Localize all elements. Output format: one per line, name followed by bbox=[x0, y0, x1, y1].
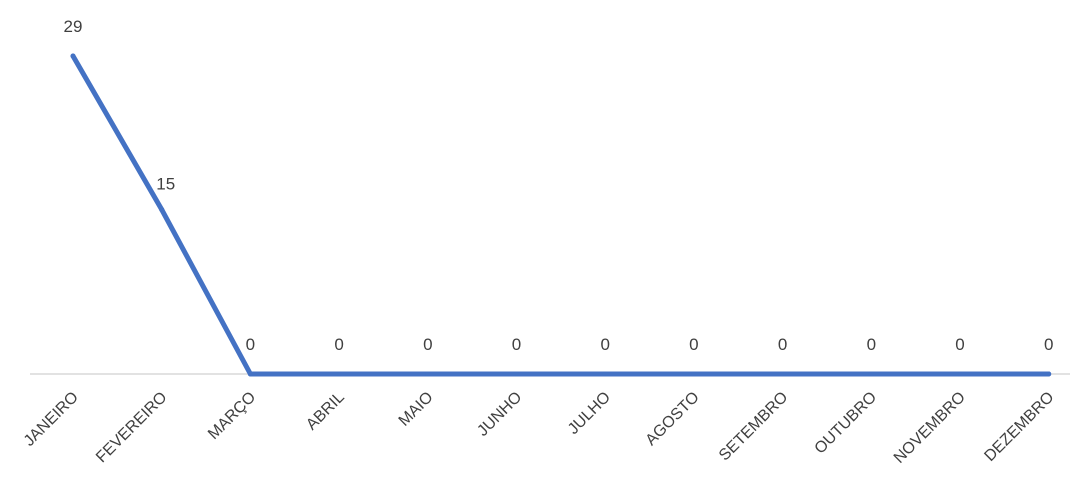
data-label: 0 bbox=[778, 335, 787, 354]
x-tick-label: MARÇO bbox=[205, 389, 259, 443]
data-label: 15 bbox=[156, 175, 175, 194]
data-point bbox=[691, 371, 697, 377]
x-tick-label: OUTUBRO bbox=[812, 389, 881, 458]
data-label: 0 bbox=[1044, 335, 1053, 354]
data-label: 0 bbox=[334, 335, 343, 354]
x-tick-label: AGOSTO bbox=[643, 389, 703, 449]
data-point bbox=[1046, 371, 1052, 377]
series-line-segment bbox=[159, 207, 253, 377]
x-tick-label: MAIO bbox=[396, 389, 437, 430]
data-label-layer: 29 15 0 0 0 0 0 0 0 0 0 0 bbox=[64, 17, 1054, 354]
x-tick-label: SETEMBRO bbox=[716, 389, 792, 465]
x-tick-label-layer: JANEIRO FEVEREIRO MARÇO ABRIL MAIO JUNHO JULHO… bbox=[21, 389, 1058, 467]
data-point bbox=[425, 371, 431, 377]
x-tick-label: DEZEMBRO bbox=[981, 389, 1057, 465]
data-label: 0 bbox=[600, 335, 609, 354]
x-tick-label: FEVEREIRO bbox=[93, 389, 170, 466]
x-tick-label: JULHO bbox=[565, 389, 614, 438]
x-tick-label: JUNHO bbox=[474, 389, 525, 440]
x-tick-label: JANEIRO bbox=[21, 389, 82, 450]
data-point bbox=[602, 371, 608, 377]
data-point bbox=[868, 371, 874, 377]
series-layer bbox=[70, 53, 1052, 377]
x-tick-label: NOVEMBRO bbox=[891, 389, 969, 467]
data-label: 0 bbox=[423, 335, 432, 354]
data-point bbox=[780, 371, 786, 377]
data-label: 0 bbox=[955, 335, 964, 354]
data-point bbox=[70, 53, 76, 59]
data-point bbox=[336, 371, 342, 377]
series-line-segment bbox=[70, 53, 165, 213]
data-point bbox=[957, 371, 963, 377]
data-point bbox=[514, 371, 519, 377]
data-label: 0 bbox=[512, 335, 521, 354]
data-label: 0 bbox=[867, 335, 876, 354]
data-point bbox=[247, 371, 253, 377]
data-label: 29 bbox=[64, 17, 83, 36]
data-point bbox=[159, 207, 165, 213]
x-tick-label: ABRIL bbox=[303, 389, 348, 434]
data-label: 0 bbox=[689, 335, 698, 354]
data-label: 0 bbox=[246, 335, 255, 354]
